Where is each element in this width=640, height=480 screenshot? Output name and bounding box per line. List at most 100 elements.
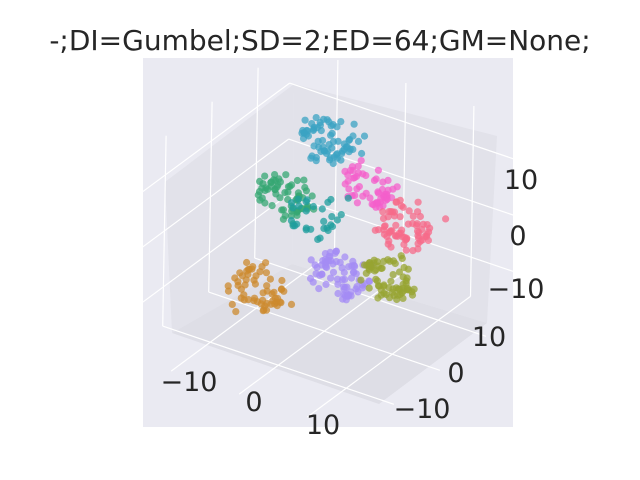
grid bbox=[130, 59, 521, 418]
grid-line bbox=[170, 365, 179, 372]
scatter-point bbox=[366, 262, 374, 270]
scatter-point bbox=[336, 258, 344, 266]
scatter-point bbox=[263, 282, 271, 290]
scatter-point bbox=[333, 216, 341, 224]
scatter-point bbox=[261, 172, 269, 180]
scatter-point bbox=[384, 240, 392, 248]
scatter-point bbox=[419, 220, 427, 228]
scatter-point bbox=[384, 176, 392, 184]
scatter-point bbox=[341, 180, 349, 188]
scatter-point bbox=[262, 269, 270, 277]
y-ticks: −10 0 10 bbox=[394, 322, 507, 425]
grid-line bbox=[131, 138, 289, 256]
scatter-point bbox=[346, 166, 354, 175]
scatter-point bbox=[295, 202, 303, 210]
z-tick-label: 0 bbox=[509, 221, 526, 252]
grid-line bbox=[254, 257, 487, 337]
scatter-point bbox=[381, 190, 389, 199]
scatter-point bbox=[341, 167, 349, 175]
scatter-point bbox=[267, 182, 275, 190]
scatter-point bbox=[275, 175, 283, 183]
scatter-point bbox=[259, 296, 267, 304]
scatter-point bbox=[322, 280, 330, 288]
scatter-point bbox=[327, 122, 335, 130]
grid-line bbox=[469, 105, 475, 297]
scatter-point bbox=[357, 276, 365, 284]
scatter-point bbox=[309, 278, 317, 286]
x-tick-label: 0 bbox=[245, 387, 262, 418]
scatter-point bbox=[266, 275, 274, 283]
scatter-point bbox=[318, 205, 326, 213]
scatter-point bbox=[334, 289, 342, 298]
scatter-point bbox=[278, 276, 286, 285]
scatter-point bbox=[300, 176, 308, 184]
scatter-point bbox=[397, 202, 405, 210]
scatter-point bbox=[341, 253, 349, 261]
scatter-point bbox=[380, 230, 388, 238]
scatter-point bbox=[339, 295, 347, 303]
scatter-point bbox=[333, 275, 342, 283]
grid-line bbox=[289, 82, 521, 162]
scatter-point bbox=[377, 291, 385, 299]
scatter-point bbox=[403, 234, 411, 242]
scatter-point bbox=[279, 206, 287, 214]
scatter-point bbox=[392, 221, 400, 229]
scatter-point bbox=[314, 137, 322, 145]
scatter-point bbox=[390, 212, 399, 220]
grid-line bbox=[313, 295, 471, 413]
y-tick-label: −10 bbox=[394, 394, 451, 425]
scatter-point bbox=[371, 226, 379, 234]
scatter-point bbox=[328, 213, 336, 221]
scatter-point bbox=[309, 202, 317, 211]
scatter-point bbox=[262, 259, 270, 267]
scatter-point bbox=[372, 175, 380, 183]
scatter-point bbox=[288, 181, 296, 189]
scatter-point bbox=[313, 124, 321, 132]
y-tick-label: 10 bbox=[472, 322, 506, 353]
scatter-point bbox=[372, 275, 380, 283]
scatter-point bbox=[277, 299, 285, 307]
scatter-point bbox=[413, 222, 421, 230]
scatter-point bbox=[318, 261, 326, 269]
grid-line bbox=[238, 388, 247, 395]
scatter-point bbox=[329, 138, 338, 146]
scatter-point bbox=[349, 257, 357, 265]
scatter-point bbox=[289, 222, 297, 230]
scatter-point bbox=[384, 256, 392, 264]
scatter-point bbox=[410, 285, 418, 293]
grid-line bbox=[208, 291, 441, 371]
scatter-point bbox=[268, 202, 276, 210]
scatter-point bbox=[357, 157, 365, 165]
scatter-point bbox=[400, 263, 408, 272]
scatter-point bbox=[349, 174, 358, 182]
scatter-point bbox=[337, 211, 345, 219]
scatter-point bbox=[284, 188, 292, 196]
scatter-point bbox=[368, 200, 376, 208]
scatter-point bbox=[224, 287, 233, 295]
scatter-point bbox=[259, 180, 267, 188]
scatter-point bbox=[354, 137, 363, 145]
scatter-point bbox=[389, 257, 398, 265]
scatter-point bbox=[341, 283, 349, 291]
scatter-point bbox=[385, 208, 393, 216]
scatter-point bbox=[328, 129, 336, 137]
scatter-point bbox=[307, 256, 315, 264]
scatter-point bbox=[328, 222, 337, 231]
scatter-point bbox=[320, 147, 328, 155]
scatter-point bbox=[350, 120, 358, 128]
scatter-point bbox=[282, 171, 290, 179]
scatter-point bbox=[353, 199, 361, 207]
scatter-point bbox=[387, 277, 395, 285]
scatter-point bbox=[360, 132, 369, 140]
z-tick-label: −10 bbox=[488, 274, 545, 305]
scatter-point bbox=[415, 228, 423, 236]
scatter-point bbox=[269, 297, 277, 305]
scatter-point bbox=[244, 296, 252, 304]
scatter-point bbox=[352, 285, 360, 293]
scatter-point bbox=[228, 300, 236, 308]
scatter-point bbox=[294, 189, 302, 197]
scatter-point bbox=[402, 246, 410, 254]
scatter-point bbox=[224, 282, 232, 290]
scatter-point bbox=[312, 114, 320, 122]
